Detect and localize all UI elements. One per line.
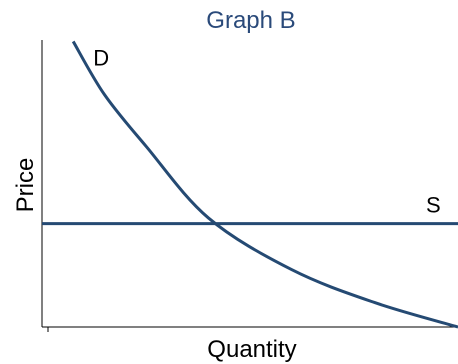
series-line-d <box>71 40 458 329</box>
y-axis-label: Price <box>12 158 39 213</box>
x-axis-label: Quantity <box>207 336 296 363</box>
series-label-d: D <box>93 45 109 70</box>
series-label-s: S <box>426 193 441 218</box>
chart-title: Graph B <box>206 7 295 34</box>
series-layer: DS <box>42 40 458 329</box>
